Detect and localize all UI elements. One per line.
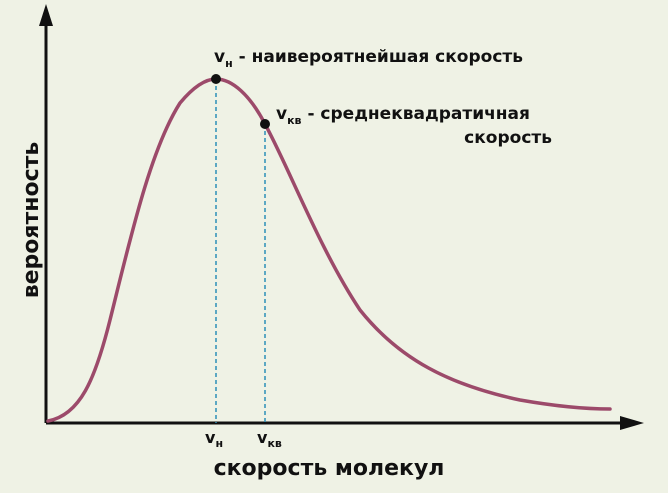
x-axis-title: скорость молекул — [214, 456, 445, 481]
rms-annotation-line2: скорость — [464, 128, 552, 148]
x-axis-arrow-icon — [620, 416, 644, 430]
rms-point — [260, 119, 270, 129]
distribution-curve — [46, 77, 612, 423]
peak-annotation: vн - наивероятнейшая скорость — [214, 47, 523, 70]
rms-annotation: vкв - среднеквадратичная — [276, 104, 530, 127]
tick-label-rms: vкв — [257, 428, 282, 450]
peak-point — [211, 74, 221, 84]
tick-label-peak: vн — [205, 428, 223, 450]
y-axis-title: вероятность — [19, 142, 44, 299]
y-axis-arrow-icon — [39, 4, 53, 26]
